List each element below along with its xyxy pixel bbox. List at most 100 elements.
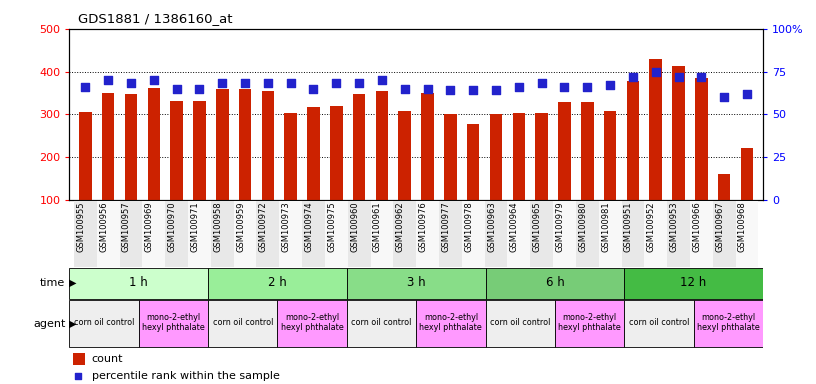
Text: 6 h: 6 h [546,276,564,289]
Text: agent: agent [33,318,65,329]
Bar [690,200,712,267]
Text: 12 h: 12 h [681,276,707,289]
Text: GSM100968: GSM100968 [738,202,747,252]
Bar [486,268,624,299]
Bar [347,300,416,346]
Text: corn oil control: corn oil control [490,318,550,327]
Bar [604,111,616,200]
Bar [530,200,553,267]
Bar [735,200,758,267]
Bar [439,200,462,267]
Bar [535,113,548,200]
Bar [624,300,694,346]
Text: GSM100966: GSM100966 [692,202,702,252]
Text: GSM100971: GSM100971 [190,202,199,252]
Bar [490,114,503,200]
Point [375,77,388,83]
Bar [370,200,393,267]
Bar [486,300,555,346]
Point [261,80,274,86]
Bar [348,200,370,267]
Point [421,86,434,92]
Bar [416,200,439,267]
Point [558,84,571,90]
Text: GSM100974: GSM100974 [304,202,313,252]
Bar [393,200,416,267]
Point [695,74,708,80]
Bar [672,66,685,200]
Point [330,80,343,86]
Text: GSM100955: GSM100955 [77,202,86,252]
Point [672,74,685,80]
Point [535,80,548,86]
Text: mono-2-ethyl
hexyl phthalate: mono-2-ethyl hexyl phthalate [419,313,482,332]
Point [193,86,206,92]
Text: GSM100967: GSM100967 [715,202,724,252]
Bar [622,200,645,267]
Point [215,80,228,86]
Bar [279,200,302,267]
Text: GSM100965: GSM100965 [533,202,542,252]
Point [581,84,594,90]
Text: GSM100952: GSM100952 [647,202,656,252]
Text: GSM100956: GSM100956 [100,202,109,252]
Bar [120,200,142,267]
Bar [645,200,667,267]
Text: GSM100960: GSM100960 [350,202,359,252]
Point [650,68,663,74]
Text: GSM100973: GSM100973 [282,202,290,252]
Bar [74,200,97,267]
Text: GSM100972: GSM100972 [259,202,268,252]
Bar [142,200,165,267]
Bar [211,200,233,267]
Text: mono-2-ethyl
hexyl phthalate: mono-2-ethyl hexyl phthalate [697,313,760,332]
Bar [125,94,137,200]
Text: corn oil control: corn oil control [629,318,689,327]
Point [490,87,503,93]
Bar [97,200,120,267]
Bar [79,112,91,200]
Bar [627,81,639,200]
Bar [165,200,188,267]
Bar [555,300,624,346]
Bar [558,102,570,200]
Text: ▶: ▶ [69,278,76,288]
Text: GSM100970: GSM100970 [167,202,176,252]
Text: mono-2-ethyl
hexyl phthalate: mono-2-ethyl hexyl phthalate [281,313,344,332]
Point [467,87,480,93]
Point [72,373,85,379]
Point [444,87,457,93]
Text: GSM100961: GSM100961 [373,202,382,252]
Text: GSM100979: GSM100979 [556,202,565,252]
Bar [102,93,114,200]
Bar [576,200,599,267]
Bar [741,147,753,200]
Point [353,80,366,86]
Bar [553,200,576,267]
Point [398,86,411,92]
Text: GSM100963: GSM100963 [487,202,496,252]
Bar [599,200,622,267]
Bar [694,300,763,346]
Text: GSM100978: GSM100978 [464,202,473,252]
Text: GSM100962: GSM100962 [396,202,405,252]
Bar [325,200,348,267]
Text: GSM100953: GSM100953 [670,202,679,252]
Text: percentile rank within the sample: percentile rank within the sample [91,371,279,381]
Bar [508,200,530,267]
Bar [581,102,593,200]
Point [79,84,92,90]
Text: time: time [40,278,65,288]
Bar [239,89,251,200]
Bar [73,353,86,365]
Bar [208,268,347,299]
Bar [233,200,256,267]
Bar [695,78,707,200]
Bar [485,200,508,267]
Bar [188,200,211,267]
Point [627,74,640,80]
Bar [262,91,274,200]
Text: GSM100976: GSM100976 [419,202,428,252]
Bar [216,89,228,200]
Bar [650,59,662,200]
